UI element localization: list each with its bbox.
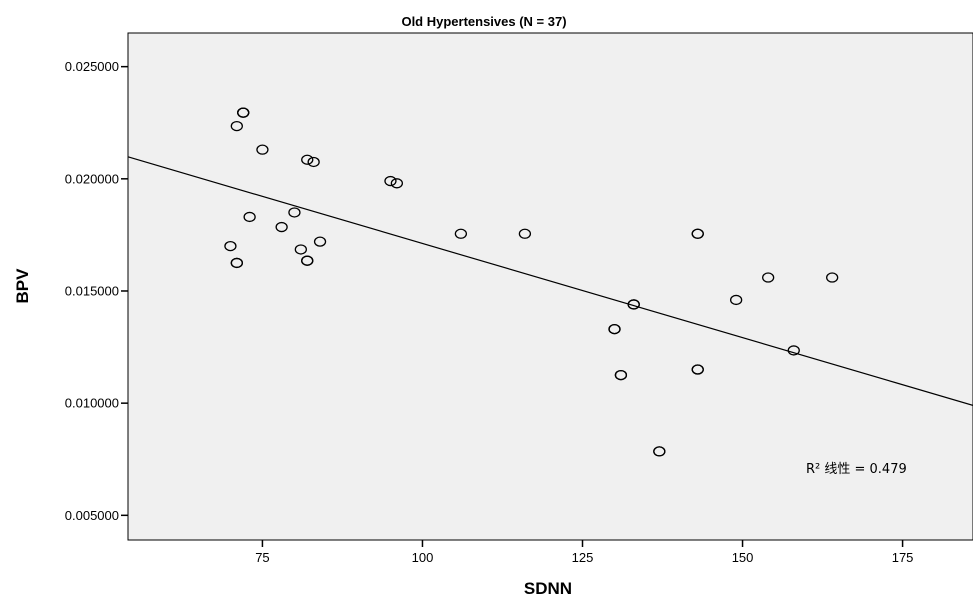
data-point [224, 240, 237, 252]
y-tick-label: 0.005000 [65, 508, 119, 523]
y-axis: 0.005000 0.010000 0.015000 0.020000 0.025000 [65, 59, 128, 523]
y-tick-label: 0.010000 [65, 396, 119, 411]
data-point [230, 257, 243, 269]
data-point [390, 178, 404, 189]
data-point [294, 244, 307, 255]
data-point [691, 364, 704, 375]
data-point [826, 272, 839, 283]
data-point [608, 323, 621, 335]
data-point [614, 369, 628, 381]
r-squared-annotation: R² 线性 = 0.479 [806, 462, 907, 477]
data-point [275, 221, 288, 233]
data-point [301, 255, 314, 266]
y-tick-label: 0.020000 [65, 171, 119, 186]
data-point [237, 107, 250, 118]
x-tick-label: 150 [732, 550, 754, 565]
regression-line [127, 156, 973, 406]
data-point [518, 228, 532, 239]
y-axis-label: BPV [13, 268, 32, 304]
x-tick-label: 175 [892, 550, 914, 565]
x-tick-label: 75 [255, 550, 269, 565]
data-point [627, 299, 640, 310]
data-point [243, 211, 256, 223]
data-point [691, 228, 704, 239]
x-axis-label: SDNN [524, 579, 572, 598]
y-tick-label: 0.015000 [65, 283, 119, 298]
data-points [224, 107, 839, 457]
data-point [256, 144, 269, 155]
chart-title: Old Hypertensives (N = 37) [401, 14, 566, 29]
data-point [653, 446, 666, 457]
regression-line-group [127, 156, 973, 406]
data-point [301, 154, 314, 165]
plot-area [127, 32, 973, 541]
x-tick-label: 100 [412, 550, 434, 565]
data-point [384, 175, 397, 187]
data-point [288, 207, 301, 218]
data-point [307, 156, 320, 168]
x-tick-label: 125 [572, 550, 594, 565]
data-point [787, 345, 800, 356]
x-axis: 75 100 125 150 175 [255, 540, 913, 565]
data-point [313, 236, 327, 247]
y-tick-label: 0.025000 [65, 59, 119, 74]
data-point [454, 228, 468, 239]
data-point [762, 272, 775, 283]
data-point [230, 120, 243, 132]
data-point [729, 294, 743, 306]
